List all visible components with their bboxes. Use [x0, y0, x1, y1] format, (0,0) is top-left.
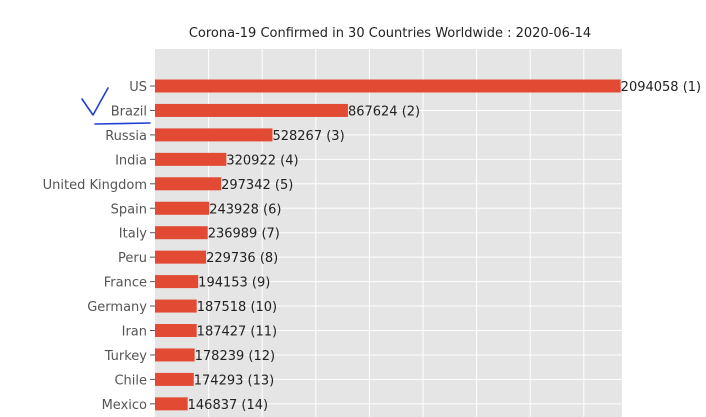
- y-tick-label: India: [115, 153, 147, 168]
- bar-spain: [155, 201, 210, 215]
- data-label: 229736 (8): [206, 251, 278, 266]
- data-label: 320922 (4): [226, 153, 298, 168]
- data-label: 194153 (9): [198, 276, 270, 291]
- data-label: 528267 (3): [272, 129, 344, 144]
- data-label: 236989 (7): [208, 227, 280, 242]
- y-tick-label: Turkey: [104, 349, 148, 364]
- bar-us: [155, 79, 621, 93]
- y-tick-label: France: [104, 276, 147, 291]
- bar-turkey: [155, 348, 195, 362]
- data-labels: 2094058 (1) 867624 (2) 528267 (3) 320922 (4…: [188, 80, 701, 413]
- bar-peru: [155, 250, 207, 264]
- y-tick-label: Brazil: [111, 104, 147, 119]
- y-tick-label: US: [129, 80, 147, 95]
- y-tick-label: Russia: [105, 129, 147, 144]
- bar-india: [155, 152, 227, 166]
- bar-mexico: [155, 397, 188, 411]
- y-tick-label: Peru: [118, 251, 147, 266]
- data-label: 178239 (12): [195, 349, 275, 364]
- y-tick-label: Mexico: [102, 398, 147, 413]
- bar-germany: [155, 299, 197, 313]
- y-tick-label: United Kingdom: [43, 178, 147, 193]
- data-label: 187518 (10): [197, 300, 277, 315]
- y-tick-label: Italy: [119, 227, 148, 242]
- bar-russia: [155, 128, 273, 142]
- brazil-checkmark-annotation: [81, 87, 151, 125]
- bar-italy: [155, 226, 208, 240]
- bar-france: [155, 275, 199, 289]
- y-tick-labels: US Brazil Russia India United Kingdom Spain It…: [43, 80, 155, 413]
- underline-annotation: [94, 122, 151, 125]
- data-label: 174293 (13): [194, 373, 274, 388]
- y-tick-label: Germany: [87, 300, 147, 315]
- bar-chile: [155, 372, 194, 386]
- y-tick-label: Iran: [122, 325, 147, 340]
- data-label: 146837 (14): [188, 398, 268, 413]
- y-tick-label: Spain: [111, 202, 147, 217]
- data-label: 243928 (6): [209, 202, 281, 217]
- data-label: 297342 (5): [221, 178, 293, 193]
- data-label: 2094058 (1): [621, 80, 701, 95]
- bar-brazil: [155, 103, 348, 117]
- bar-united-kingdom: [155, 177, 222, 191]
- y-tick-label: Chile: [114, 373, 147, 388]
- data-label: 867624 (2): [348, 104, 420, 119]
- chart-title: Corona-19 Confirmed in 30 Countries Worl…: [189, 26, 591, 41]
- bars: [155, 79, 621, 411]
- data-label: 187427 (11): [197, 325, 277, 340]
- checkmark-icon: [81, 87, 109, 116]
- bar-iran: [155, 324, 197, 337]
